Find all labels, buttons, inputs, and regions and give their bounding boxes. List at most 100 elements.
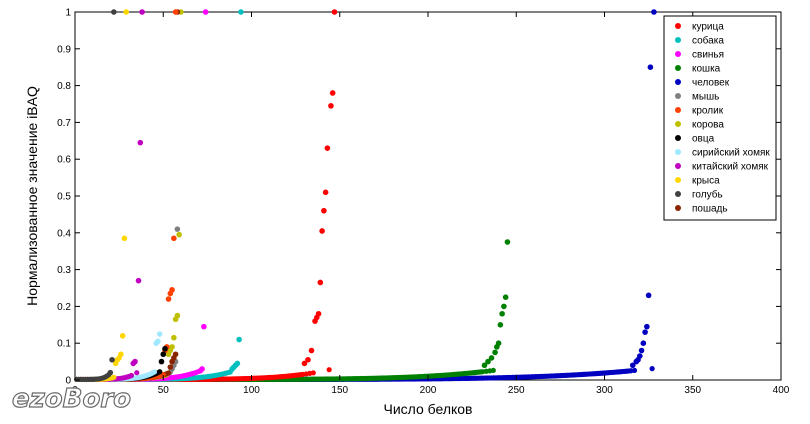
data-point <box>331 9 338 15</box>
data-point <box>169 358 175 365</box>
data-point <box>488 355 495 361</box>
y-tick-label: 1 <box>65 8 71 19</box>
data-point <box>165 296 172 302</box>
data-point <box>202 9 209 15</box>
legend-marker <box>675 23 681 29</box>
data-point <box>160 351 167 358</box>
x-tick-label: 350 <box>684 385 701 396</box>
x-tick-label: 150 <box>331 385 348 396</box>
axis-ticks: 0 50 100 150 200 250 300 350 400 0 0.1 0.2 0.3 0.4 0.5… <box>57 8 790 397</box>
data-point <box>137 139 144 146</box>
legend-marker <box>675 135 681 141</box>
data-point <box>139 9 145 15</box>
legend-label: пошадь <box>692 204 728 215</box>
data-point <box>172 316 179 323</box>
watermark-text: ezoBoro <box>12 384 131 414</box>
data-point <box>134 370 140 376</box>
y-tick-label: 0.4 <box>57 228 71 239</box>
data-point <box>631 367 638 374</box>
data-point <box>171 235 177 242</box>
data-point <box>153 340 159 347</box>
legend-label: сирийский хомяк <box>692 148 770 159</box>
data-point <box>501 303 507 310</box>
y-tick-label: 0.5 <box>57 192 71 203</box>
data-point <box>301 360 308 367</box>
x-tick-label: 200 <box>420 385 437 396</box>
x-tick-label: 50 <box>158 385 170 396</box>
data-point <box>121 235 128 242</box>
legend-marker <box>675 149 681 155</box>
data-point <box>642 329 648 335</box>
legend-label: собака <box>692 35 724 47</box>
data-point <box>112 360 119 367</box>
data-point <box>485 358 491 365</box>
legend-marker <box>675 107 681 113</box>
data-point <box>176 231 182 238</box>
data-point <box>481 362 488 369</box>
data-point <box>651 9 657 15</box>
y-tick-label: 0.8 <box>57 81 71 92</box>
data-point <box>111 9 117 15</box>
data-point <box>151 369 158 375</box>
data-point <box>504 239 511 245</box>
y-tick-label: 0.3 <box>57 265 71 276</box>
data-point <box>229 366 235 372</box>
x-tick-label: 300 <box>596 385 613 396</box>
legend: курица собака свинья кошка человек мышь кролик… <box>663 15 777 221</box>
data-point <box>490 367 496 374</box>
data-point <box>123 9 129 15</box>
x-tick-label: 400 <box>773 385 790 396</box>
legend-label: кошка <box>692 64 721 75</box>
data-point <box>328 103 334 109</box>
data-point <box>119 333 126 339</box>
data-point <box>308 347 315 354</box>
legend-label: курица <box>692 22 724 33</box>
data-point <box>111 374 117 380</box>
legend-box <box>663 15 777 221</box>
data-point <box>167 290 174 297</box>
x-tick-label: 0 <box>72 385 78 396</box>
y-tick-label: 0.1 <box>57 339 71 350</box>
data-point <box>310 370 316 376</box>
data-point <box>499 310 505 317</box>
legend-marker <box>675 177 681 183</box>
data-point <box>492 349 498 356</box>
data-point <box>326 367 332 373</box>
data-point <box>629 362 636 369</box>
legend-label: голубь <box>692 189 723 201</box>
legend-label: кролик <box>692 106 724 117</box>
data-point <box>162 345 168 352</box>
data-point <box>165 370 172 376</box>
data-point <box>321 207 327 214</box>
legend-label: свинья <box>692 50 724 61</box>
y-tick-label: 0.2 <box>57 302 71 313</box>
data-point <box>638 347 645 354</box>
data-point <box>322 189 329 196</box>
legend-marker <box>675 121 681 127</box>
data-point <box>497 322 504 328</box>
data-point <box>647 64 654 70</box>
y-axis-label: Нормализованное значение iBAQ <box>24 86 40 306</box>
legend-marker <box>675 51 681 57</box>
series-12 <box>74 9 117 383</box>
legend-marker <box>675 205 681 211</box>
data-point <box>197 368 204 374</box>
data-marks <box>74 9 657 383</box>
legend-marker <box>675 65 681 71</box>
legend-label: человек <box>692 78 730 89</box>
data-point <box>107 369 114 376</box>
x-tick-label: 250 <box>508 385 525 396</box>
data-point <box>305 356 311 363</box>
data-point <box>312 318 318 324</box>
legend-label: китайский хомяк <box>692 162 769 173</box>
data-point <box>236 336 242 343</box>
legend-marker <box>675 191 681 197</box>
legend-label: крыса <box>692 176 720 187</box>
data-point <box>238 9 244 15</box>
y-tick-label: 0.9 <box>57 44 71 55</box>
data-point <box>157 369 163 375</box>
x-tick-label: 100 <box>243 385 260 396</box>
y-tick-label: 0 <box>65 376 71 387</box>
data-point <box>167 364 174 370</box>
